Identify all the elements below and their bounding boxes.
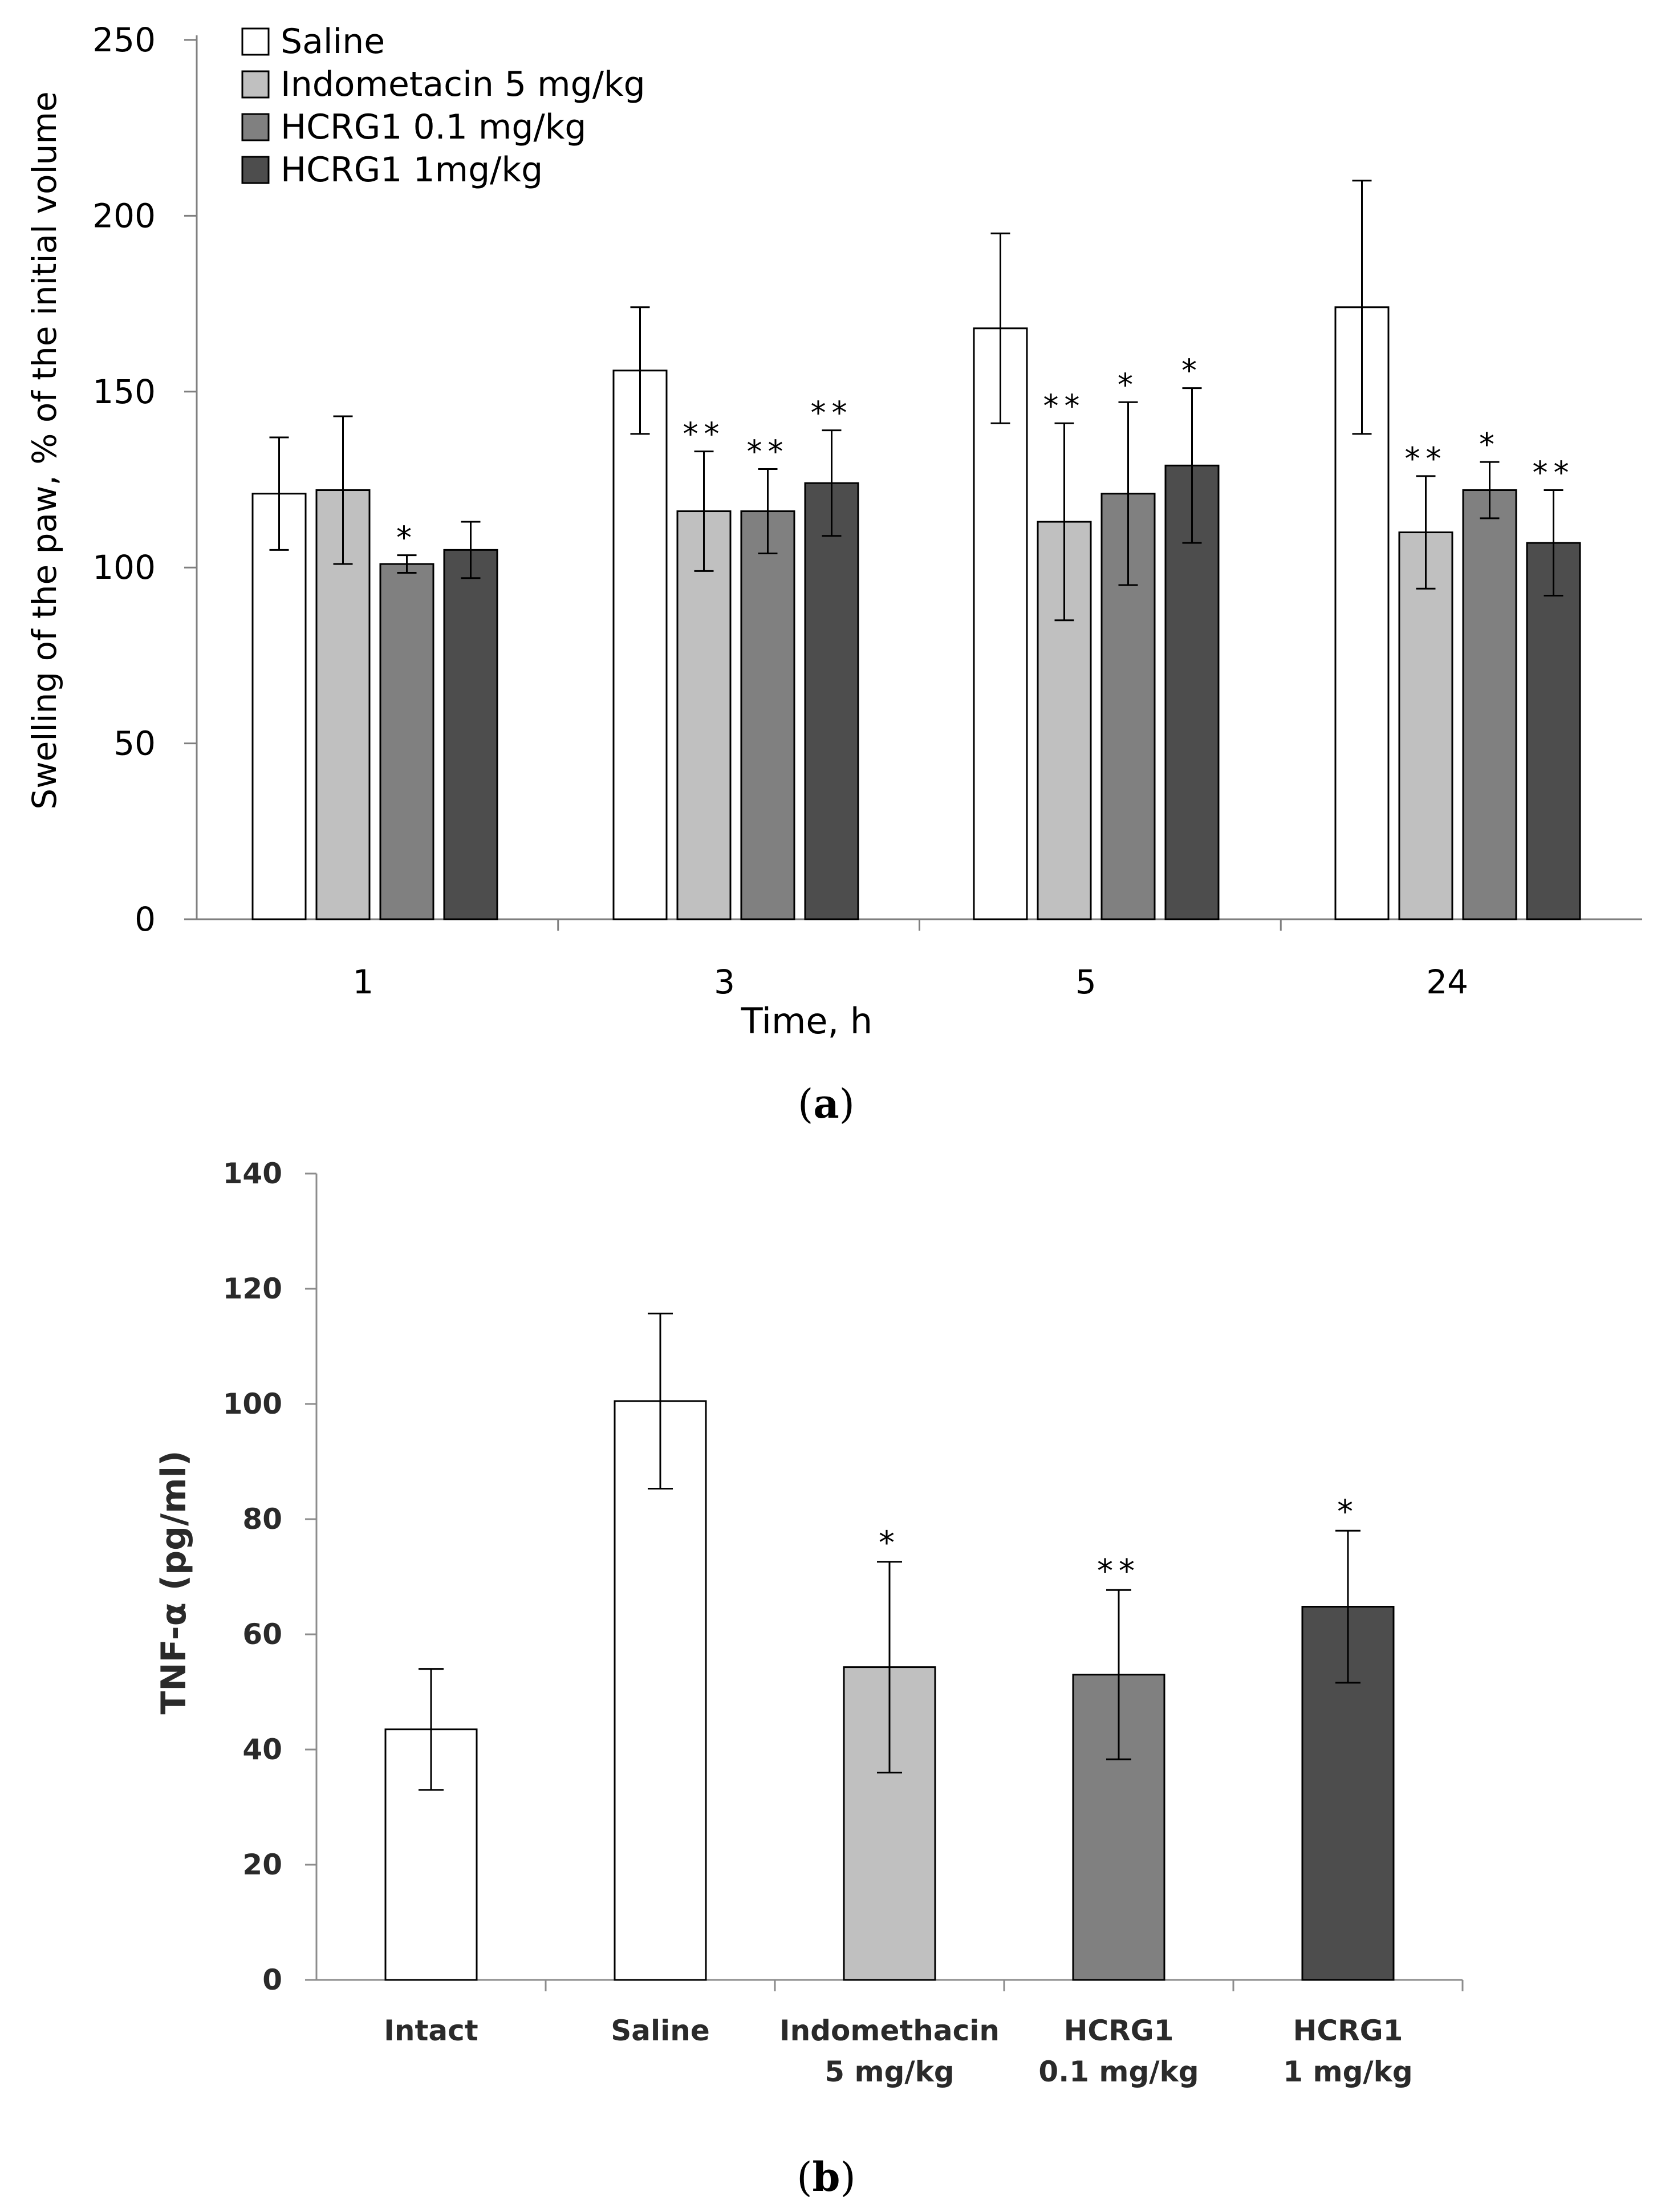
y-tick-label: 120 — [223, 1272, 282, 1305]
legend-swatch — [241, 27, 270, 56]
significance-marker: ** — [1405, 441, 1447, 477]
legend-swatch — [241, 70, 270, 99]
legend-swatch — [241, 156, 270, 184]
panel-label-b: (b) — [797, 2153, 856, 2201]
significance-marker: * — [1181, 353, 1203, 389]
bar — [612, 370, 668, 920]
y-tick-label: 50 — [113, 724, 156, 763]
x-tick-label: Intact — [384, 2014, 478, 2047]
panel-label-letter: a — [813, 1080, 839, 1127]
x-tick-label: HCRG1 — [1064, 2014, 1174, 2047]
legend-label: Indometacin 5 mg/kg — [281, 64, 645, 104]
panel-label-paren: ) — [840, 2154, 855, 2201]
y-tick-label: 140 — [223, 1157, 282, 1190]
chart-b: 0 20 40 60 80 100 120 140 Intact Saline * Indometha… — [154, 1157, 1464, 2201]
y-axis-title: TNF-α (pg/ml) — [154, 1450, 194, 1714]
y-tick-label: 60 — [242, 1618, 282, 1651]
panel-label-letter: b — [813, 2153, 840, 2201]
legend-label: Saline — [281, 22, 385, 62]
legend-label: HCRG1 0.1 mg/kg — [281, 107, 587, 147]
panel-label-a: (a) — [798, 1080, 855, 1127]
significance-marker: ** — [683, 416, 725, 452]
x-tick-label: 1 — [352, 963, 373, 1001]
bar — [1398, 531, 1453, 920]
bar — [804, 482, 859, 920]
y-tick-label: 100 — [223, 1387, 282, 1420]
panel-label-paren: ( — [797, 2154, 812, 2201]
panel-label-paren: ) — [839, 1081, 855, 1127]
y-tick-label: 40 — [242, 1733, 282, 1766]
bar — [1164, 464, 1220, 920]
y-tick-label: 80 — [242, 1503, 282, 1536]
bar — [676, 510, 732, 920]
y-tick-label: 100 — [92, 548, 156, 587]
significance-marker: ** — [1097, 1553, 1140, 1590]
legend-label: HCRG1 1mg/kg — [281, 150, 543, 190]
significance-marker: ** — [1533, 455, 1575, 491]
bar — [740, 510, 795, 920]
bar — [1526, 542, 1581, 920]
y-axis-title: Swelling of the paw, % of the initial vo… — [25, 91, 64, 809]
significance-marker: ** — [811, 395, 853, 431]
significance-marker: ** — [747, 433, 789, 469]
significance-marker: * — [1337, 1493, 1359, 1531]
x-tick-label: HCRG1 — [1293, 2014, 1403, 2047]
y-tick-label: 250 — [92, 21, 156, 59]
x-tick-label: Saline — [611, 2014, 710, 2047]
bar — [843, 1666, 936, 1981]
x-tick-label: 24 — [1426, 963, 1468, 1001]
y-tick-label: 200 — [92, 196, 156, 235]
significance-marker: ** — [1043, 388, 1086, 424]
x-axis-title: Time, h — [741, 1000, 872, 1042]
y-tick-label: 150 — [92, 372, 156, 411]
y-tick-label: 20 — [242, 1848, 282, 1881]
significance-marker: * — [879, 1525, 900, 1562]
bar — [443, 549, 498, 920]
y-tick-label: 0 — [135, 900, 156, 939]
significance-marker: * — [1118, 367, 1139, 403]
x-tick-label-line2: 5 mg/kg — [825, 2055, 954, 2088]
x-tick-label: 5 — [1075, 963, 1096, 1001]
panel-label-paren: ( — [798, 1081, 813, 1127]
bar — [1462, 489, 1517, 920]
significance-marker: * — [396, 520, 417, 556]
significance-marker: * — [1479, 427, 1500, 462]
x-tick-label-line2: 0.1 mg/kg — [1038, 2055, 1199, 2088]
bar — [379, 563, 434, 920]
legend-swatch — [241, 113, 270, 141]
x-tick-label: Indomethacin — [779, 2014, 1000, 2047]
bar — [251, 493, 307, 920]
x-tick-label: 3 — [714, 963, 735, 1001]
y-tick-label: 0 — [262, 1963, 282, 1996]
x-tick-label-line2: 1 mg/kg — [1283, 2055, 1412, 2088]
bar — [973, 327, 1028, 920]
